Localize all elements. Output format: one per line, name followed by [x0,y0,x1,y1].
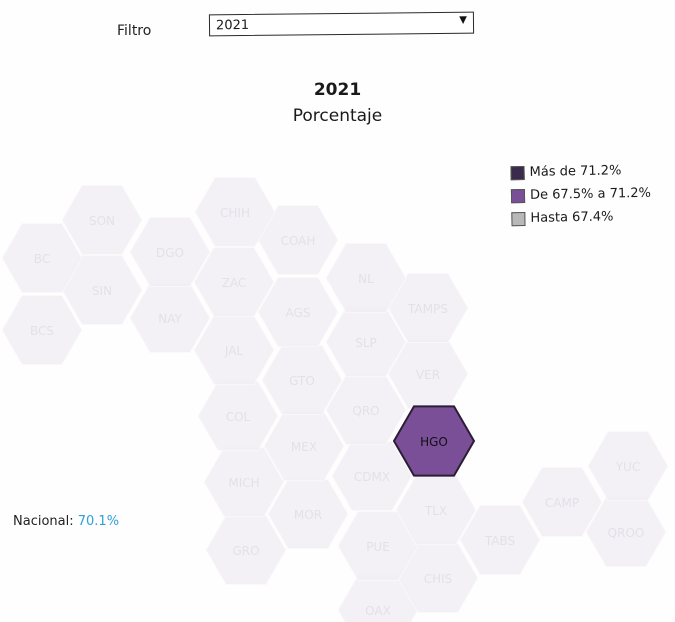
state-hex-cdmx[interactable] [331,440,413,512]
state-tile-qro[interactable]: QRO [325,374,407,446]
state-label-coah: COAH [281,234,316,248]
state-label-tlx: TLX [424,504,447,518]
state-label-son: SON [89,214,115,228]
state-tile-nl[interactable]: NL [325,242,407,314]
state-label-gto: GTO [289,374,315,388]
state-hex-dgo[interactable] [129,216,211,288]
state-label-tabs: TABS [484,534,515,548]
state-label-cdmx: CDMX [354,470,390,484]
state-tile-bcs[interactable]: BCS [1,294,83,366]
state-label-pue: PUE [366,540,390,554]
state-tile-tlx[interactable]: TLX [395,474,477,546]
state-hex-chih[interactable] [194,176,276,248]
state-hex-tlx[interactable] [395,474,477,546]
state-label-mor: MOR [294,508,322,522]
state-hex-bcs[interactable] [1,294,83,366]
state-label-mex: MEX [291,440,317,454]
national-indicator: Nacional: 70.1% [13,514,119,529]
state-tile-dgo[interactable]: DGO [129,216,211,288]
state-tile-oax[interactable]: OAX [337,574,419,622]
state-tile-yuc[interactable]: YUC [587,430,669,502]
state-tile-son[interactable]: SON [61,184,143,256]
state-tile-mich[interactable]: MICH [203,446,285,518]
state-tile-camp[interactable]: CAMP [521,466,603,538]
state-hex-mor[interactable] [267,478,349,550]
state-hex-gro[interactable] [205,514,287,586]
state-label-mich: MICH [228,476,259,490]
state-tile-gto[interactable]: GTO [261,344,343,416]
state-hex-hgo[interactable] [392,405,476,477]
state-label-chih: CHIH [220,206,250,220]
state-hex-yuc[interactable] [587,430,669,502]
state-tile-zac[interactable]: ZAC [193,246,275,318]
state-label-qroo: QROO [608,526,645,540]
state-label-slp: SLP [355,336,377,350]
state-label-camp: CAMP [545,496,579,510]
state-label-yuc: YUC [615,460,641,474]
state-label-jal: JAL [224,344,244,358]
state-tile-slp[interactable]: SLP [325,306,407,378]
state-tile-jal[interactable]: JAL [193,314,275,386]
state-hex-gto[interactable] [261,344,343,416]
state-hex-col[interactable] [197,380,279,452]
national-label: Nacional: [13,514,74,529]
state-label-oax: OAX [365,604,391,618]
state-label-chis: CHIS [424,572,453,586]
state-tile-mex[interactable]: MEX [263,410,345,482]
state-hex-mich[interactable] [203,446,285,518]
state-tile-chih[interactable]: CHIH [194,176,276,248]
state-tile-ags[interactable]: AGS [257,276,339,348]
chart-subtitle: Porcentaje [292,106,383,126]
state-label-nay: NAY [158,312,182,326]
state-tile-hgo[interactable]: HGO [392,405,476,477]
state-label-ags: AGS [286,306,311,320]
state-hex-tabs[interactable] [459,504,541,576]
state-hex-bc[interactable] [1,222,83,294]
state-label-dgo: DGO [156,246,184,260]
filter-label: Filtro [117,23,152,39]
state-label-bc: BC [34,252,50,266]
state-label-tamps: TAMPS [407,302,448,316]
state-label-col: COL [226,410,251,424]
state-tile-mor[interactable]: MOR [267,478,349,550]
state-hex-ags[interactable] [257,276,339,348]
state-tile-tamps[interactable]: TAMPS [387,272,469,344]
state-tile-tabs[interactable]: TABS [459,504,541,576]
state-label-nl: NL [358,272,374,286]
state-tile-cdmx[interactable]: CDMX [331,440,413,512]
state-hex-son[interactable] [61,184,143,256]
state-tile-col[interactable]: COL [197,380,279,452]
national-value: 70.1% [77,514,120,529]
state-label-qro: QRO [352,404,379,418]
state-label-bcs: BCS [30,324,54,338]
chart-title: 2021 [313,80,362,100]
state-hex-nl[interactable] [325,242,407,314]
state-label-ver: VER [416,368,440,382]
state-label-gro: GRO [232,544,259,558]
state-label-hgo: HGO [420,435,448,449]
state-tile-bc[interactable]: BC [1,222,83,294]
state-label-zac: ZAC [222,276,247,290]
state-hex-camp[interactable] [521,466,603,538]
state-label-sin: SIN [92,284,112,298]
state-hex-zac[interactable] [193,246,275,318]
state-tile-gro[interactable]: GRO [205,514,287,586]
